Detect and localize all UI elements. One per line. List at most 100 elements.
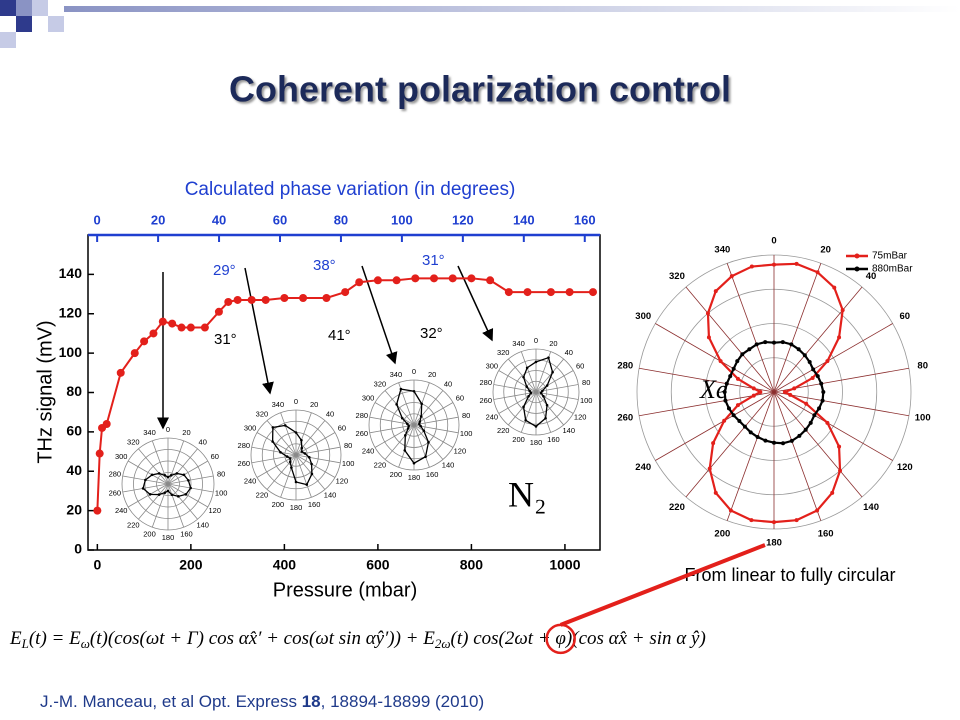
- polar-point: [812, 413, 817, 418]
- x-tick-label: 800: [460, 557, 484, 573]
- polar-point: [300, 450, 304, 453]
- polar-point: [808, 420, 813, 425]
- polar-spoke: [167, 483, 198, 520]
- angle-label: 80: [917, 360, 928, 371]
- data-point: [247, 295, 256, 304]
- polar-point: [406, 422, 409, 426]
- angle-label: 240: [244, 476, 257, 485]
- polar-point: [187, 479, 190, 482]
- annotation: 32°: [420, 325, 443, 342]
- polar-point: [545, 384, 549, 387]
- angle-label: 200: [272, 500, 285, 509]
- polar-point: [803, 427, 808, 432]
- polar-point: [718, 359, 723, 364]
- angle-label: 20: [820, 245, 831, 256]
- angle-label: 40: [199, 438, 207, 447]
- polar-point: [832, 285, 837, 290]
- y-tick-label: 100: [59, 344, 83, 360]
- polar-spoke: [374, 402, 415, 426]
- polar-point: [422, 429, 426, 432]
- polar-point: [747, 347, 752, 352]
- polar-spoke: [295, 454, 336, 478]
- polar-spoke: [251, 454, 297, 464]
- angle-label: 240: [486, 412, 499, 421]
- polar-point: [821, 390, 826, 394]
- polar-point: [797, 433, 802, 438]
- x-tick-label: 200: [179, 557, 203, 573]
- angle-label: 300: [244, 423, 257, 432]
- top-tick-label: 120: [452, 212, 474, 227]
- polar-spoke: [167, 475, 214, 485]
- annotation: 41°: [328, 327, 351, 344]
- polar-point: [528, 389, 531, 393]
- polar-spoke: [413, 424, 454, 448]
- polar-point: [763, 340, 768, 345]
- angle-label: 60: [456, 393, 464, 402]
- polar-point: [749, 264, 754, 269]
- angle-label: 340: [272, 400, 285, 409]
- polar-point: [529, 391, 533, 395]
- data-point: [322, 294, 331, 302]
- angle-label: 340: [390, 370, 403, 379]
- polar-spoke: [295, 446, 341, 456]
- angle-label: 100: [215, 488, 228, 497]
- polar-point: [399, 387, 403, 391]
- polar-spoke: [151, 483, 169, 528]
- polar-point: [300, 438, 303, 442]
- polar-point: [772, 262, 776, 267]
- polar-point: [424, 455, 427, 459]
- polar-point: [305, 483, 309, 486]
- angle-label: 20: [182, 428, 190, 437]
- polar-point: [722, 418, 727, 423]
- angle-label: 80: [344, 441, 352, 450]
- data-point: [373, 276, 382, 285]
- data-point: [261, 295, 270, 304]
- angle-label: 280: [109, 470, 122, 479]
- data-point: [116, 368, 125, 377]
- polar-point: [545, 403, 549, 407]
- data-point: [130, 349, 139, 358]
- polar-spoke: [535, 391, 579, 400]
- angle-label: 100: [342, 459, 355, 468]
- angle-label: 200: [143, 530, 156, 539]
- x-tick-label: 0: [93, 557, 101, 573]
- polar-point: [780, 340, 785, 345]
- polar-point: [740, 352, 745, 357]
- angle-label: 20: [549, 339, 557, 348]
- angle-label: 220: [374, 461, 387, 470]
- angle-label: 300: [486, 361, 499, 370]
- polar-point: [781, 441, 786, 446]
- polar-spoke: [295, 420, 326, 456]
- polar-point: [840, 308, 845, 313]
- angle-label: 180: [162, 533, 175, 542]
- angle-label: 200: [714, 528, 730, 539]
- polar-point: [294, 431, 298, 434]
- polar-point: [166, 489, 170, 493]
- angle-label: 180: [408, 473, 421, 482]
- polar-spoke: [138, 483, 169, 520]
- polar-spoke: [167, 448, 198, 485]
- polar-point: [182, 473, 186, 477]
- polar-point: [175, 472, 179, 475]
- y-tick-label: 120: [59, 304, 83, 320]
- polar-spoke: [655, 323, 775, 393]
- angle-label: 0: [166, 425, 170, 434]
- polar-point: [804, 401, 809, 406]
- angle-label: 40: [866, 271, 877, 282]
- polar-point: [141, 487, 145, 490]
- angle-label: 340: [512, 339, 525, 348]
- polar-spoke: [127, 460, 169, 485]
- top-tick-label: 60: [273, 212, 287, 227]
- polar-point: [726, 406, 731, 411]
- data-point: [280, 294, 289, 302]
- angle-label: 340: [714, 245, 730, 256]
- polar-point: [403, 449, 407, 452]
- polar-spoke: [685, 286, 775, 393]
- polar-spoke: [413, 390, 444, 426]
- polar-point: [157, 493, 161, 496]
- polar-spoke: [167, 440, 185, 485]
- polar-point: [811, 367, 816, 372]
- data-point: [546, 288, 555, 297]
- polar-spoke: [498, 370, 537, 393]
- polar-spoke: [138, 448, 169, 485]
